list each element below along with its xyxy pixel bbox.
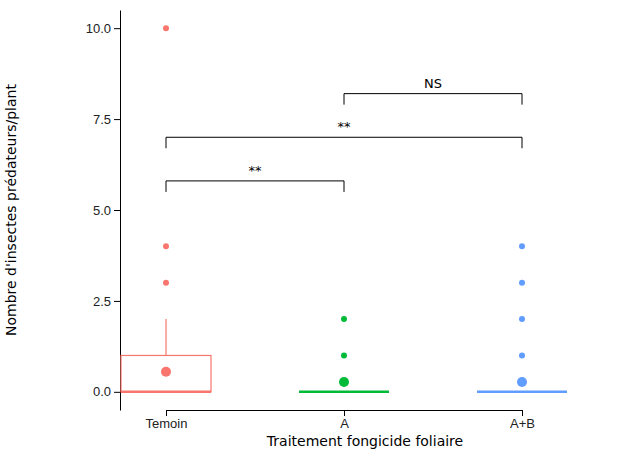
mean-point [339, 377, 349, 387]
outlier [163, 280, 169, 286]
y-tick-mark [114, 119, 120, 120]
significance-bracket [166, 137, 522, 148]
box-body [299, 391, 389, 392]
marks [121, 25, 567, 392]
comparisons: NS ** ** [166, 76, 522, 192]
box [477, 243, 567, 391]
y-tick-label: 7.5 [93, 112, 111, 127]
y-tick: 0.0 [93, 384, 120, 399]
y-axis-line [120, 11, 121, 411]
y-tick: 7.5 [93, 112, 120, 127]
y-tick-mark [114, 392, 120, 393]
mean-point [161, 367, 171, 377]
x-tick-mark [344, 410, 345, 416]
median [477, 391, 567, 393]
outlier [519, 243, 525, 249]
y-tick: 5.0 [93, 203, 120, 218]
y-tick-label: 10.0 [86, 21, 111, 36]
outlier [163, 25, 169, 31]
x-tick: A+B [510, 410, 535, 431]
outlier [163, 243, 169, 249]
y-tick-label: 2.5 [93, 294, 111, 309]
x-tick: Temoin [146, 410, 188, 431]
box-body [477, 391, 567, 392]
outlier [341, 352, 347, 358]
x-tick-mark [522, 410, 523, 416]
x-axis-title: Traitement fongicide foliaire [266, 433, 463, 449]
y-tick: 10.0 [86, 21, 120, 36]
outlier [519, 280, 525, 286]
upper-whisker [165, 319, 166, 355]
x-tick-label: A+B [510, 416, 535, 431]
plot: 0.0 2.5 5.0 7.5 10.0 Temoin A A+B NS ** ** [86, 11, 567, 432]
significance-bracket [344, 94, 522, 105]
x-tick-label: Temoin [146, 416, 188, 431]
y-tick-label: 5.0 [93, 203, 111, 218]
x-tick-label: A [340, 416, 349, 431]
median [299, 391, 389, 393]
significance-bracket [166, 181, 344, 192]
x-axis: Temoin A A+B [146, 410, 535, 431]
y-tick-label: 0.0 [93, 384, 111, 399]
significance-label: ** [249, 163, 263, 178]
box [299, 316, 389, 392]
box [121, 25, 211, 392]
outlier [519, 316, 525, 322]
y-axis-title: Nombre d'insectes prédateurs/plant [3, 84, 19, 336]
x-tick: A [340, 410, 349, 431]
y-tick-mark [114, 301, 120, 302]
y-axis: 0.0 2.5 5.0 7.5 10.0 [86, 11, 121, 411]
outlier [341, 316, 347, 322]
chart: 0.0 2.5 5.0 7.5 10.0 Temoin A A+B NS ** ** Traiteme… [0, 0, 638, 456]
box-body [121, 355, 211, 391]
y-tick: 2.5 [93, 294, 120, 309]
significance-label: NS [424, 76, 442, 91]
significance-label: ** [338, 119, 352, 134]
outlier [519, 352, 525, 358]
y-tick-mark [114, 210, 120, 211]
median [121, 391, 211, 393]
x-tick-mark [166, 410, 167, 416]
mean-point [517, 377, 527, 387]
y-tick-mark [114, 28, 120, 29]
